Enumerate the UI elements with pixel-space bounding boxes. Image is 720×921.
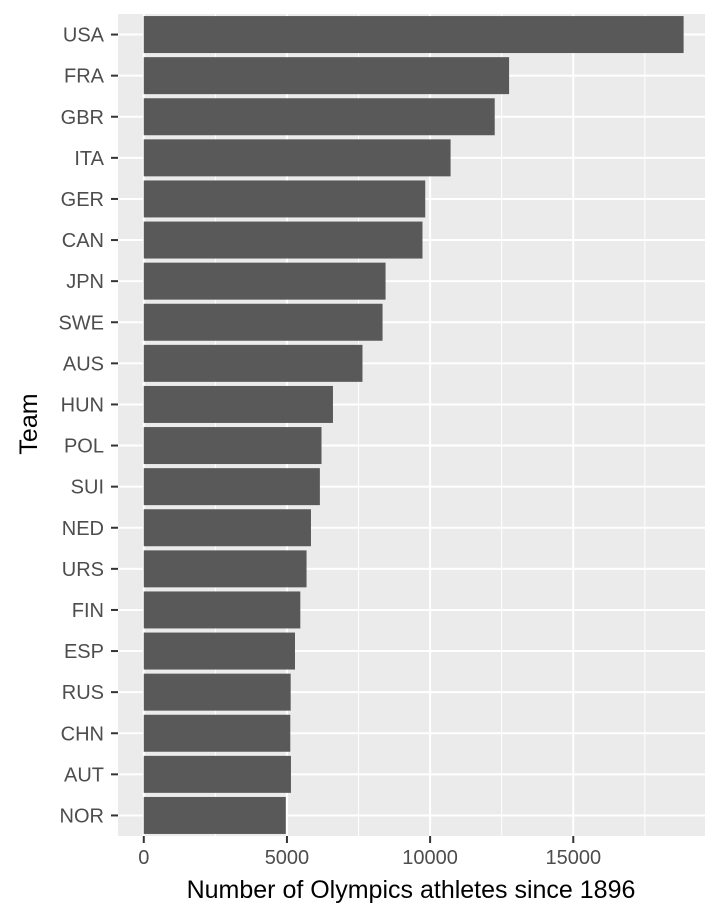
- y-tick-label: ITA: [74, 148, 104, 170]
- bar-nor: [143, 796, 286, 834]
- y-tick-label: USA: [63, 25, 105, 47]
- x-axis: 0 5000 10000 15000: [138, 836, 601, 869]
- x-tick-label: 5000: [265, 847, 310, 869]
- y-tick-label: CHN: [61, 723, 104, 745]
- bar-chn: [143, 714, 291, 752]
- x-tick-label: 15000: [545, 847, 601, 869]
- y-tick-label: GER: [61, 189, 104, 211]
- bar-ned: [143, 509, 311, 547]
- y-tick-label: NOR: [60, 805, 104, 827]
- bar-pol: [143, 427, 322, 465]
- y-tick-label: AUS: [63, 353, 104, 375]
- bar-sui: [143, 468, 320, 506]
- bar-aut: [143, 755, 291, 793]
- y-tick-label: URS: [62, 559, 104, 581]
- y-tick-label: JPN: [66, 271, 104, 293]
- bar-can: [143, 221, 423, 259]
- bar-fin: [143, 591, 301, 629]
- y-axis-title: Team: [15, 393, 43, 454]
- bar-esp: [143, 632, 295, 670]
- plot-panel: [118, 14, 705, 836]
- bar-hun: [143, 385, 333, 423]
- y-tick-label: HUN: [61, 394, 104, 416]
- y-tick-label: SWE: [58, 312, 104, 334]
- y-tick-label: FRA: [64, 66, 105, 88]
- y-tick-label: ESP: [64, 641, 104, 663]
- y-tick-label: SUI: [71, 477, 104, 499]
- x-tick-label: 0: [138, 847, 149, 869]
- bar-aus: [143, 344, 363, 382]
- y-tick-label: AUT: [64, 764, 104, 786]
- bar-jpn: [143, 262, 386, 300]
- y-tick-label: FIN: [72, 600, 104, 622]
- bar-usa: [143, 16, 684, 54]
- y-tick-label: RUS: [62, 682, 104, 704]
- y-axis: USA FRA GBR ITA GER CAN JPN SWE AUS HUN POL SUI NED U…: [58, 25, 118, 827]
- y-tick-label: POL: [64, 436, 104, 458]
- y-tick-label: CAN: [62, 230, 104, 252]
- bar-ita: [143, 139, 451, 177]
- x-axis-title: Number of Olympics athletes since 1896: [187, 876, 636, 904]
- bar-gbr: [143, 98, 495, 136]
- bars: [143, 16, 684, 834]
- y-tick-label: NED: [62, 518, 104, 540]
- bar-ger: [143, 180, 426, 218]
- y-tick-label: GBR: [61, 107, 104, 129]
- bar-urs: [143, 550, 307, 588]
- bar-swe: [143, 303, 383, 341]
- x-tick-label: 10000: [402, 847, 458, 869]
- bar-rus: [143, 673, 291, 711]
- bar-fra: [143, 57, 510, 95]
